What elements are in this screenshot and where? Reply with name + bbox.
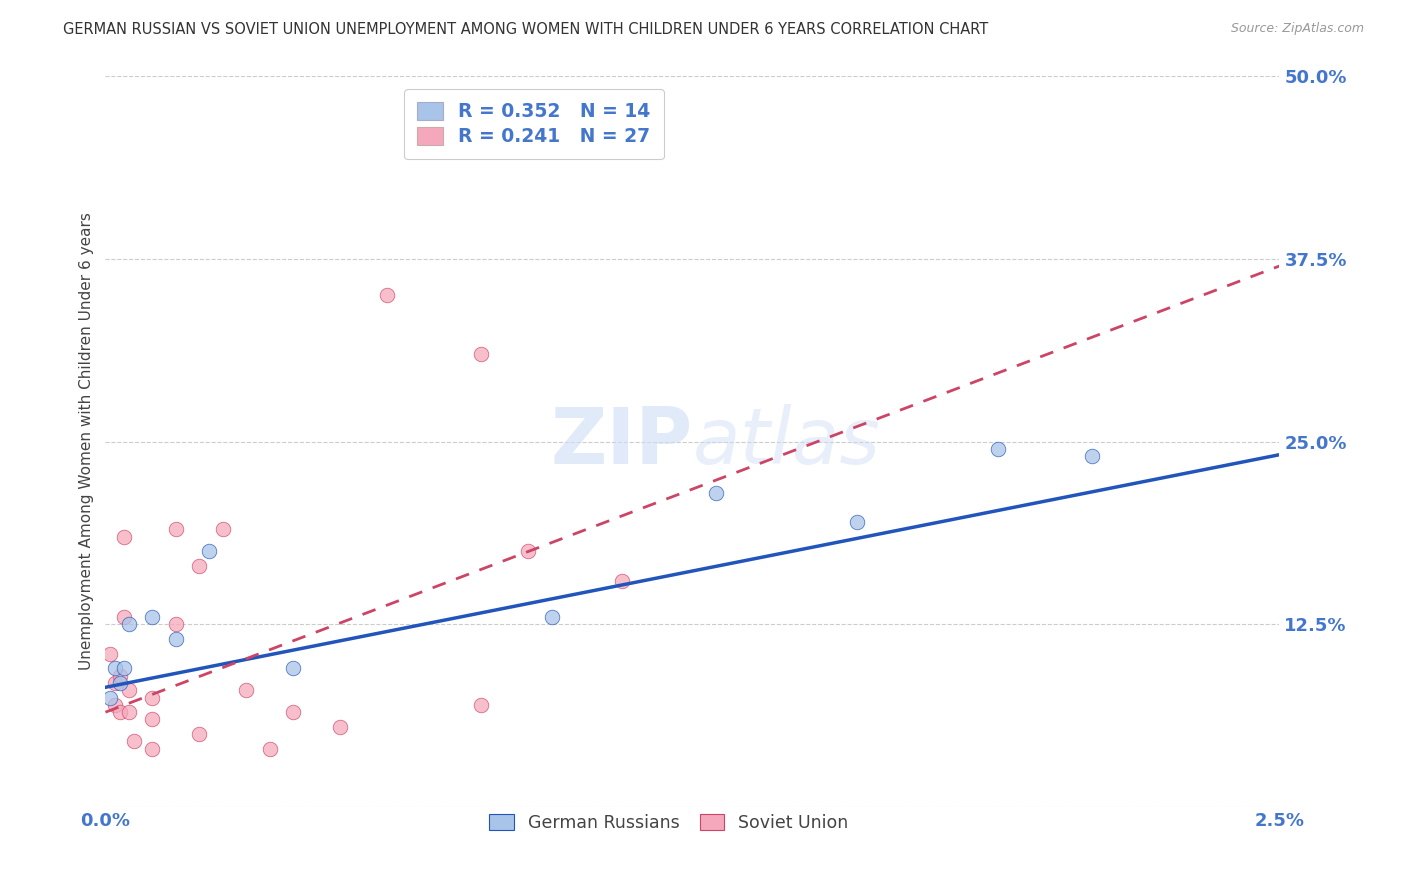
- Text: GERMAN RUSSIAN VS SOVIET UNION UNEMPLOYMENT AMONG WOMEN WITH CHILDREN UNDER 6 YE: GERMAN RUSSIAN VS SOVIET UNION UNEMPLOYM…: [63, 22, 988, 37]
- Point: [375, 288, 398, 302]
- Point: [197, 544, 219, 558]
- Point: [470, 698, 492, 712]
- Point: [165, 522, 187, 536]
- Point: [283, 705, 305, 719]
- Point: [141, 610, 163, 624]
- Point: [517, 544, 540, 558]
- Point: [1080, 449, 1102, 463]
- Point: [845, 515, 868, 529]
- Text: Source: ZipAtlas.com: Source: ZipAtlas.com: [1230, 22, 1364, 36]
- Point: [98, 647, 121, 661]
- Point: [108, 676, 131, 690]
- Point: [141, 713, 163, 727]
- Point: [108, 668, 131, 682]
- Point: [118, 683, 141, 698]
- Point: [188, 558, 211, 573]
- Point: [118, 705, 141, 719]
- Point: [112, 610, 135, 624]
- Point: [141, 690, 163, 705]
- Point: [470, 347, 492, 361]
- Point: [329, 720, 352, 734]
- Point: [104, 698, 127, 712]
- Y-axis label: Unemployment Among Women with Children Under 6 years: Unemployment Among Women with Children U…: [79, 212, 94, 671]
- Point: [704, 485, 727, 500]
- Text: ZIP: ZIP: [550, 403, 693, 480]
- Point: [211, 522, 233, 536]
- Point: [104, 676, 127, 690]
- Point: [112, 661, 135, 675]
- Point: [235, 683, 257, 698]
- Point: [188, 727, 211, 741]
- Point: [122, 734, 145, 748]
- Text: atlas: atlas: [693, 403, 880, 480]
- Point: [610, 574, 633, 588]
- Point: [108, 705, 131, 719]
- Point: [112, 530, 135, 544]
- Point: [165, 617, 187, 632]
- Point: [259, 741, 281, 756]
- Point: [118, 617, 141, 632]
- Point: [987, 442, 1010, 456]
- Point: [540, 610, 562, 624]
- Point: [104, 661, 127, 675]
- Legend: German Russians, Soviet Union: German Russians, Soviet Union: [482, 806, 855, 838]
- Point: [98, 690, 121, 705]
- Point: [141, 741, 163, 756]
- Point: [283, 661, 305, 675]
- Point: [165, 632, 187, 646]
